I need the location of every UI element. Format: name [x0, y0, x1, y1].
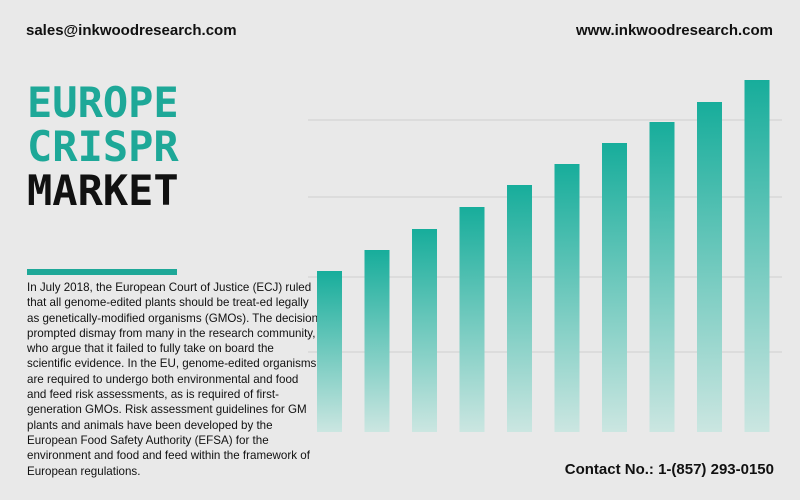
title-line-1: EUROPE	[27, 78, 179, 127]
bar-3	[412, 229, 437, 432]
bar-6	[554, 164, 580, 432]
title-line-2: CRISPR	[27, 122, 179, 171]
title-divider	[27, 269, 177, 275]
bar-4	[459, 207, 485, 432]
bar-10	[744, 80, 770, 432]
bar-5	[507, 185, 532, 432]
title-line-3: MARKET	[27, 166, 179, 215]
email-link[interactable]: sales@inkwoodresearch.com	[26, 22, 237, 39]
description-text: In July 2018, the European Court of Just…	[27, 281, 319, 478]
chart-bars	[317, 80, 770, 432]
bar-2	[364, 250, 390, 432]
bar-9	[697, 102, 722, 432]
website-link[interactable]: www.inkwoodresearch.com	[576, 22, 773, 39]
bar-1	[317, 271, 342, 432]
contact-number[interactable]: Contact No.: 1-(857) 293-0150	[564, 461, 774, 478]
bar-8	[649, 122, 675, 432]
bar-7	[602, 143, 627, 432]
